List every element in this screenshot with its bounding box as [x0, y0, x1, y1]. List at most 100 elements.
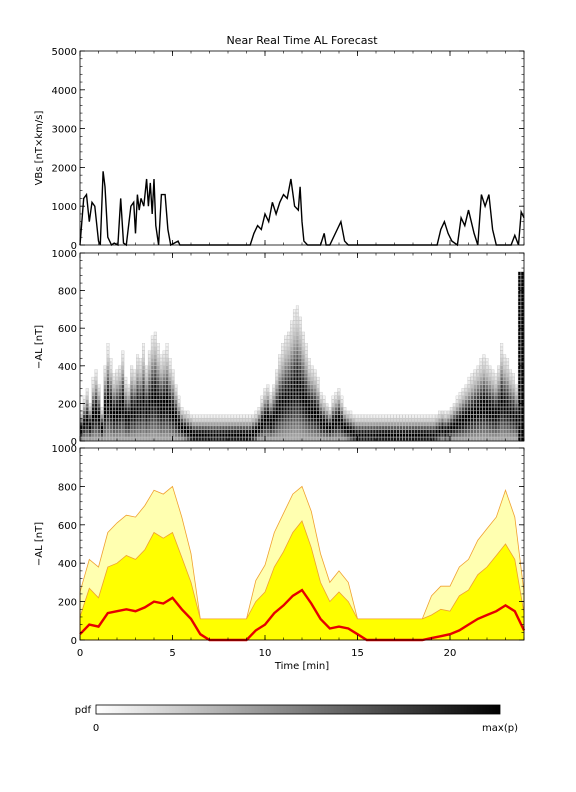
heatmap-cell	[227, 425, 231, 430]
heatmap-cell	[85, 388, 89, 392]
heatmap-cell	[461, 429, 465, 434]
heatmap-cell	[85, 422, 89, 426]
heatmap-cell	[103, 399, 107, 404]
heatmap-cell	[150, 376, 154, 381]
heatmap-cell	[281, 407, 285, 411]
heatmap-cell	[506, 388, 510, 392]
heatmap-cell	[304, 425, 308, 430]
heatmap-cell	[295, 433, 299, 438]
heatmap-cell	[85, 429, 89, 434]
heatmap-cell	[284, 384, 288, 389]
heatmap-cell	[310, 373, 314, 377]
heatmap-cell	[254, 410, 258, 415]
heatmap-cell	[144, 365, 148, 370]
heatmap-cell	[517, 425, 521, 430]
heatmap-cell	[180, 425, 184, 430]
heatmap-cell	[159, 358, 163, 362]
heatmap-cell	[446, 422, 450, 426]
heatmap-cell	[423, 437, 427, 441]
heatmap-cell	[298, 425, 302, 430]
heatmap-cell	[438, 414, 441, 419]
heatmap-cell	[470, 418, 474, 423]
heatmap-cell	[85, 418, 89, 423]
heatmap-cell	[139, 365, 143, 370]
heatmap-cell	[272, 407, 276, 411]
heatmap-cell	[168, 437, 172, 441]
heatmap-cell	[290, 433, 293, 438]
heatmap-cell	[159, 433, 163, 438]
heatmap-cell	[497, 376, 501, 381]
heatmap-cell	[393, 437, 397, 441]
heatmap-cell	[133, 384, 137, 389]
heatmap-cell	[319, 395, 323, 400]
heatmap-cell	[248, 437, 252, 441]
heatmap-cell	[517, 399, 521, 404]
heatmap-cell	[378, 425, 382, 430]
heatmap-cell	[94, 369, 98, 374]
heatmap-cell	[452, 403, 456, 408]
figure-title: Near Real Time AL Forecast	[226, 34, 378, 47]
heatmap-cell	[201, 433, 205, 438]
heatmap-cell	[174, 391, 178, 396]
heatmap-cell	[355, 429, 359, 434]
heatmap-cell	[201, 429, 205, 434]
heatmap-cell	[254, 425, 258, 430]
heatmap-cell	[292, 373, 296, 377]
heatmap-cell	[278, 433, 282, 438]
heatmap-cell	[284, 429, 288, 434]
heatmap-cell	[91, 433, 95, 438]
heatmap-cell	[162, 380, 166, 385]
heatmap-cell	[473, 410, 477, 415]
heatmap-cell	[520, 410, 524, 415]
heatmap-cell	[369, 429, 373, 434]
heatmap-cell	[506, 410, 510, 415]
heatmap-cell	[186, 425, 190, 430]
heatmap-cell	[488, 369, 492, 374]
heatmap-cell	[106, 376, 110, 381]
y-tick-label: 3000	[52, 125, 77, 136]
heatmap-cell	[346, 410, 350, 415]
heatmap-cell	[488, 418, 492, 423]
heatmap-cell	[298, 339, 302, 344]
heatmap-cell	[485, 358, 489, 362]
heatmap-cell	[304, 429, 308, 434]
heatmap-cell	[165, 380, 169, 385]
heatmap-cell	[139, 373, 143, 377]
heatmap-cell	[168, 395, 172, 400]
heatmap-cell	[144, 414, 148, 419]
heatmap-cell	[438, 437, 441, 441]
heatmap-cell	[304, 361, 308, 366]
heatmap-cell	[298, 361, 302, 366]
heatmap-cell	[195, 433, 199, 438]
heatmap-cell	[458, 437, 462, 441]
heatmap-cell	[177, 418, 181, 423]
heatmap-cell	[506, 358, 510, 362]
heatmap-cell	[432, 429, 436, 434]
heatmap-cell	[103, 418, 107, 423]
heatmap-cell	[275, 410, 279, 415]
heatmap-cell	[512, 380, 515, 385]
heatmap-cell	[503, 361, 507, 366]
heatmap-cell	[292, 414, 296, 419]
heatmap-cell	[390, 425, 394, 430]
heatmap-cell	[236, 422, 240, 426]
heatmap-cell	[506, 418, 510, 423]
heatmap-cell	[130, 403, 134, 408]
heatmap-cell	[325, 429, 329, 434]
heatmap-cell	[500, 433, 504, 438]
heatmap-cell	[257, 410, 261, 415]
heatmap-cell	[130, 410, 134, 415]
heatmap-cell	[488, 429, 492, 434]
heatmap-cell	[494, 422, 498, 426]
heatmap-cell	[227, 418, 231, 423]
heatmap-cell	[520, 275, 524, 280]
heatmap-cell	[281, 399, 285, 404]
heatmap-cell	[153, 391, 157, 396]
heatmap-cell	[295, 429, 299, 434]
heatmap-cell	[269, 395, 273, 400]
heatmap-cell	[384, 437, 388, 441]
heatmap-cell	[509, 399, 513, 404]
heatmap-cell	[236, 425, 240, 430]
heatmap-cell	[517, 414, 521, 419]
heatmap-cell	[147, 354, 151, 359]
